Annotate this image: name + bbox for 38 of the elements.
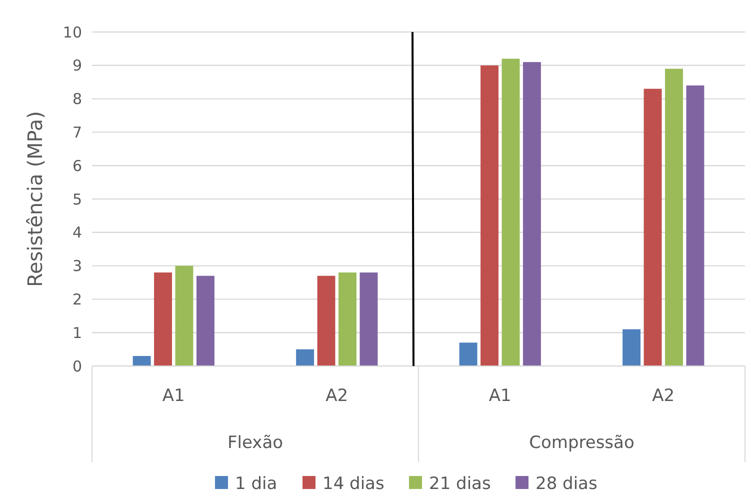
bar — [459, 342, 478, 366]
bar — [296, 349, 314, 366]
legend-label: 28 dias — [536, 474, 598, 494]
bar — [338, 272, 356, 366]
bar — [196, 276, 214, 366]
legend-label: 21 dias — [429, 474, 491, 494]
bar — [360, 272, 378, 366]
legend-label: 1 dia — [235, 474, 278, 494]
bar — [132, 356, 151, 366]
bar — [480, 65, 498, 366]
bar — [502, 58, 520, 366]
bar — [686, 85, 704, 366]
text: Compressão — [529, 432, 634, 453]
bar — [522, 62, 541, 366]
y-tick-label: 9 — [72, 56, 82, 75]
bar — [175, 266, 194, 366]
bar — [644, 88, 662, 366]
y-tick-label: 10 — [62, 23, 82, 42]
y-tick-label: 7 — [72, 123, 82, 142]
y-tick-label: 6 — [72, 156, 82, 175]
x-tick-label: A1 — [162, 386, 185, 406]
x-tick-label: A2 — [326, 386, 348, 406]
y-tick-label: 2 — [72, 290, 82, 308]
y-tick-label: 1 — [72, 324, 82, 342]
y-tick-label: 3 — [72, 257, 82, 276]
y-tick-label: 5 — [72, 190, 82, 208]
x-tick-label: A2 — [652, 386, 675, 406]
bar — [665, 68, 683, 366]
x-tick-label: A1 — [488, 386, 512, 406]
y-axis-title: Resistência (MPa) — [23, 111, 47, 287]
text: Flexão — [227, 432, 284, 453]
bar — [154, 272, 172, 366]
y-tick-label: 8 — [72, 90, 82, 108]
bar — [622, 329, 641, 366]
legend-label: 14 dias — [322, 474, 384, 494]
y-tick-label: 4 — [72, 224, 82, 242]
bar — [317, 276, 336, 366]
y-tick-label: 0 — [72, 357, 82, 376]
